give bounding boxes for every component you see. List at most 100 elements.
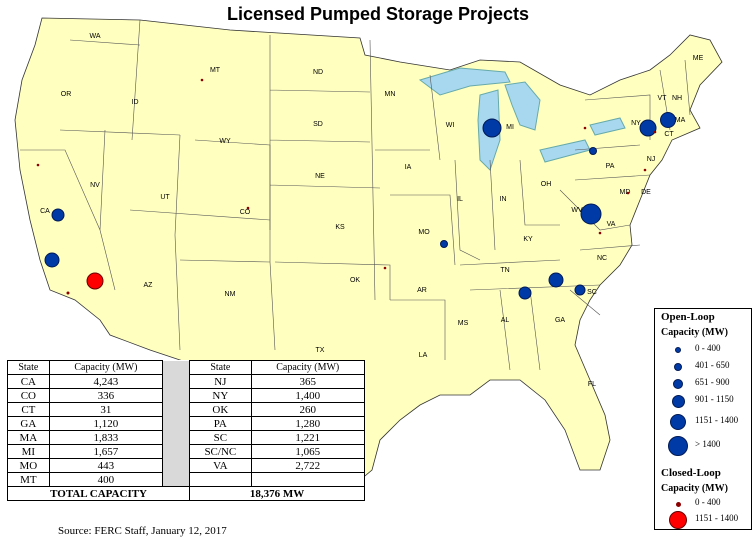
table-row: MA 1,833 SC 1,221 xyxy=(7,430,366,445)
open-loop-marker xyxy=(548,272,564,288)
state-label-sc: SC xyxy=(587,289,597,296)
table-row: GA 1,120 PA 1,280 xyxy=(7,416,366,431)
state-label-az: AZ xyxy=(144,282,154,289)
state-label-nj: NJ xyxy=(647,156,656,163)
state-label-mi: MI xyxy=(506,124,514,131)
legend-closed-label: 1151 - 1400 xyxy=(695,513,739,523)
cell-capacity: 1,221 xyxy=(250,430,366,445)
cell-state: CO xyxy=(7,388,50,403)
total-label: TOTAL CAPACITY xyxy=(6,486,191,501)
us-landmass xyxy=(14,17,723,481)
state-label-ia: IA xyxy=(405,164,412,171)
closed-loop-marker xyxy=(383,266,387,270)
state-label-ks: KS xyxy=(335,224,345,231)
state-label-nm: NM xyxy=(225,291,236,298)
state-label-ut: UT xyxy=(160,194,170,201)
header-state: State xyxy=(7,360,50,375)
table-header-row: State Capacity (MW) State Capacity (MW) xyxy=(7,360,366,375)
open-loop-marker xyxy=(518,286,532,300)
open-loop-marker xyxy=(440,240,448,248)
open-loop-marker xyxy=(589,147,597,155)
cell-state: CT xyxy=(7,402,50,417)
state-label-ok: OK xyxy=(350,277,360,284)
state-label-id: ID xyxy=(132,99,139,106)
state-label-tx: TX xyxy=(316,347,325,354)
closed-loop-marker xyxy=(36,163,40,167)
table-gap xyxy=(162,444,191,459)
state-label-ga: GA xyxy=(555,317,565,324)
legend-open-marker xyxy=(675,347,681,353)
cell-empty xyxy=(189,472,252,487)
table-gap xyxy=(162,472,191,487)
header-state: State xyxy=(189,360,252,375)
state-label-nc: NC xyxy=(597,255,607,262)
state-label-wy: WY xyxy=(219,138,231,145)
state-label-nd: ND xyxy=(313,69,323,76)
cell-state: MT xyxy=(7,472,50,487)
table-gap xyxy=(162,388,191,403)
state-label-tn: TN xyxy=(500,267,509,274)
legend-closed-subtitle: Capacity (MW) xyxy=(661,483,728,494)
closed-loop-marker xyxy=(643,168,647,172)
state-label-fl: FL xyxy=(588,381,596,388)
header-capacity: Capacity (MW) xyxy=(250,360,366,375)
table-gap xyxy=(162,416,191,431)
state-label-ca: CA xyxy=(40,208,50,215)
state-label-ne: NE xyxy=(315,173,325,180)
cell-capacity: 1,400 xyxy=(250,388,366,403)
state-label-va: VA xyxy=(607,221,616,228)
closed-loop-marker xyxy=(86,272,104,290)
table-row: MT 400 xyxy=(7,472,366,487)
cell-state: NJ xyxy=(189,374,252,389)
cell-capacity: 336 xyxy=(48,388,164,403)
cell-capacity: 260 xyxy=(250,402,366,417)
open-loop-marker xyxy=(580,203,602,225)
table-gap xyxy=(162,402,191,417)
cell-state: MO xyxy=(7,458,50,473)
table-gap xyxy=(162,374,191,389)
legend-open-marker xyxy=(670,414,686,430)
closed-loop-marker xyxy=(626,191,630,195)
map-title: Licensed Pumped Storage Projects xyxy=(226,4,530,24)
state-label-in: IN xyxy=(500,196,507,203)
table-gap xyxy=(162,458,191,473)
cell-capacity: 400 xyxy=(48,472,164,487)
state-label-il: IL xyxy=(457,196,463,203)
table-row: CO 336 NY 1,400 xyxy=(7,388,366,403)
state-label-ma: MA xyxy=(675,117,686,124)
cell-capacity: 4,243 xyxy=(48,374,164,389)
state-label-la: LA xyxy=(419,352,428,359)
cell-capacity: 1,280 xyxy=(250,416,366,431)
total-value: 18,376 MW xyxy=(189,486,365,501)
state-label-ky: KY xyxy=(523,236,533,243)
closed-loop-marker xyxy=(66,291,70,295)
state-label-wv: WV xyxy=(571,207,583,214)
table-row: CT 31 OK 260 xyxy=(7,402,366,417)
header-capacity: Capacity (MW) xyxy=(48,360,164,375)
cell-state: MI xyxy=(7,444,50,459)
state-label-mo: MO xyxy=(418,229,430,236)
state-label-sd: SD xyxy=(313,121,323,128)
legend-open-marker xyxy=(673,379,683,389)
open-loop-marker xyxy=(639,119,657,137)
legend-open-label: 401 - 650 xyxy=(695,360,730,370)
state-label-nh: NH xyxy=(672,95,682,102)
closed-loop-marker xyxy=(653,130,657,134)
legend-closed-marker xyxy=(675,501,681,507)
state-label-ct: CT xyxy=(664,131,674,138)
legend-open-label: 901 - 1150 xyxy=(695,394,734,404)
cell-capacity: 1,120 xyxy=(48,416,164,431)
open-loop-marker xyxy=(482,118,502,138)
legend-open-subtitle: Capacity (MW) xyxy=(661,327,728,338)
closed-loop-marker xyxy=(598,231,602,235)
cell-state: CA xyxy=(7,374,50,389)
open-loop-marker xyxy=(51,208,65,222)
state-label-me: ME xyxy=(693,55,704,62)
state-label-mn: MN xyxy=(385,91,396,98)
legend-closed-title: Closed-Loop xyxy=(661,467,721,479)
legend-open-marker xyxy=(674,363,682,371)
cell-state: SC/NC xyxy=(189,444,252,459)
legend-open-title: Open-Loop xyxy=(661,311,715,323)
state-label-pa: PA xyxy=(606,163,615,170)
state-label-vt: VT xyxy=(658,95,668,102)
